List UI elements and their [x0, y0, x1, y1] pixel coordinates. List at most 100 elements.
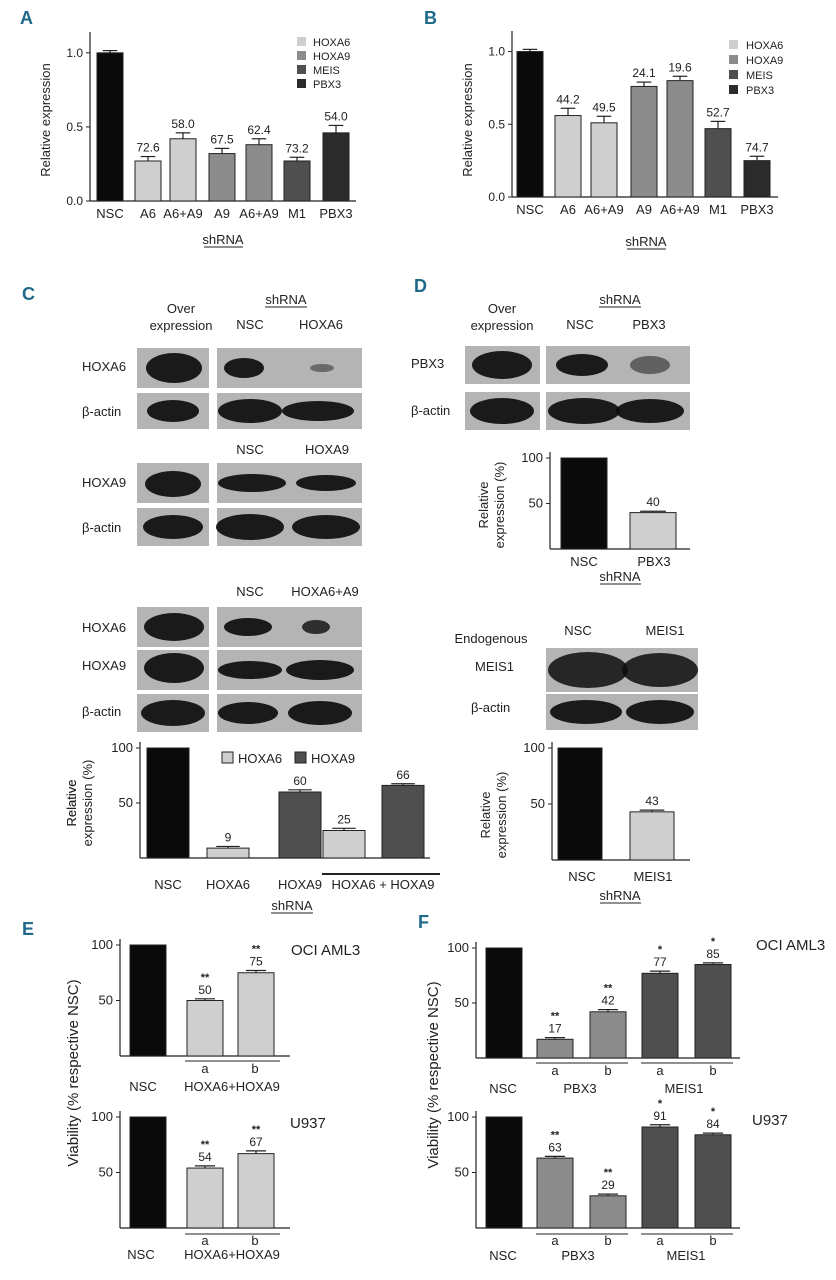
bar — [206, 847, 250, 859]
data-label: 49.5 — [592, 100, 616, 114]
legend-label: HOXA9 — [311, 751, 355, 766]
blot-band — [218, 661, 282, 679]
x-tick-label: M1 — [288, 206, 306, 221]
blot-row-label: β-actin — [411, 403, 450, 418]
blot-band — [147, 400, 199, 422]
data-label: 91 — [653, 1109, 667, 1123]
data-label: 19.6 — [668, 60, 692, 74]
y-tick-label: 50 — [529, 496, 543, 511]
legend-label: MEIS — [313, 65, 340, 77]
data-label: 52.7 — [706, 105, 730, 119]
column-label: NSC — [566, 317, 593, 332]
y-axis-title: expression (%) — [494, 772, 509, 859]
bar — [536, 1157, 574, 1229]
bar — [129, 1116, 167, 1229]
data-label: 44.2 — [556, 92, 580, 106]
x-tick-label: PBX3 — [637, 554, 670, 569]
blot-band — [218, 474, 286, 492]
y-tick-label: 50 — [455, 1165, 469, 1180]
column-label: HOXA9 — [305, 442, 349, 457]
x-axis-title: shRNA — [625, 234, 667, 249]
x-tick-label: NSC — [570, 554, 597, 569]
bar — [629, 512, 677, 550]
blot-band — [556, 354, 608, 376]
x-tick-label: NSC — [516, 202, 543, 217]
significance-stars: ** — [551, 1129, 560, 1141]
blot-band — [288, 701, 352, 725]
data-label: 72.6 — [136, 141, 160, 155]
blot-band — [143, 515, 203, 539]
significance-stars: * — [658, 1098, 663, 1110]
x-tick-label: HOXA9 — [278, 877, 322, 892]
x-tick-label: b — [251, 1061, 258, 1076]
x-tick-label: MEIS1 — [633, 869, 672, 884]
bar — [589, 1195, 627, 1229]
group-label: MEIS1 — [666, 1248, 705, 1263]
blot-band — [218, 702, 278, 724]
x-tick-label: a — [551, 1233, 559, 1248]
blot-band — [310, 364, 334, 372]
bar — [536, 1038, 574, 1059]
legend-label: HOXA6 — [238, 751, 282, 766]
data-label: 50 — [198, 983, 212, 997]
bar — [743, 160, 771, 198]
blot-row-label: β-actin — [82, 404, 121, 419]
x-tick-label: NSC — [127, 1247, 154, 1262]
x-tick-label: NSC — [129, 1079, 156, 1094]
significance-stars: ** — [201, 1139, 210, 1151]
x-tick-label: NSC — [96, 206, 123, 221]
bar — [186, 1000, 224, 1057]
bar — [694, 1134, 732, 1229]
blot-band — [146, 353, 202, 383]
significance-stars: ** — [201, 972, 210, 984]
column-label: NSC — [564, 623, 591, 638]
bar — [245, 144, 273, 202]
legend-label: HOXA9 — [746, 55, 783, 67]
blot-band — [282, 401, 354, 421]
data-label: 67.5 — [210, 132, 234, 146]
significance-stars: ** — [604, 983, 613, 995]
panel-letter-b: B — [424, 8, 437, 28]
y-tick-label: 50 — [455, 995, 469, 1010]
legend-label: HOXA6 — [746, 40, 783, 52]
x-tick-label: A6+A9 — [584, 202, 623, 217]
y-tick-label: 0.5 — [488, 117, 505, 131]
bar — [208, 153, 236, 202]
y-axis-title: Relative expression — [38, 63, 53, 176]
data-label: 67 — [249, 1135, 263, 1149]
x-tick-label: NSC — [154, 877, 181, 892]
legend-swatch — [729, 70, 738, 79]
y-tick-label: 50 — [119, 795, 133, 810]
y-tick-label: 100 — [91, 1109, 113, 1124]
bar — [381, 784, 425, 859]
bar — [322, 830, 366, 859]
y-tick-label: 50 — [531, 796, 545, 811]
data-label: 43 — [645, 794, 659, 808]
group-label: MEIS1 — [664, 1081, 703, 1096]
x-tick-label: a — [656, 1063, 664, 1078]
data-label: 75 — [249, 955, 263, 969]
over-expression-label: expression — [150, 318, 213, 333]
blot-band — [302, 620, 330, 634]
legend-swatch — [297, 37, 306, 46]
bar — [641, 972, 679, 1059]
bar — [589, 1011, 627, 1059]
bar — [186, 1167, 224, 1229]
panel-letter-e: E — [22, 919, 34, 939]
y-tick-label: 100 — [447, 940, 469, 955]
data-label: 58.0 — [171, 117, 195, 131]
over-expression-label: Over — [167, 301, 196, 316]
x-tick-label: b — [709, 1233, 716, 1248]
bar — [283, 160, 311, 202]
blot-band — [141, 700, 205, 726]
blot-band — [286, 660, 354, 680]
blot-band — [292, 515, 360, 539]
y-tick-label: 1.0 — [488, 45, 505, 59]
blot-row-label: β-actin — [471, 700, 510, 715]
y-axis-title: expression (%) — [492, 462, 507, 549]
blot-band — [218, 399, 282, 423]
column-label: PBX3 — [632, 317, 665, 332]
data-label: 40 — [646, 495, 660, 509]
y-axis-title: Relative — [476, 482, 491, 529]
legend-swatch — [297, 79, 306, 88]
